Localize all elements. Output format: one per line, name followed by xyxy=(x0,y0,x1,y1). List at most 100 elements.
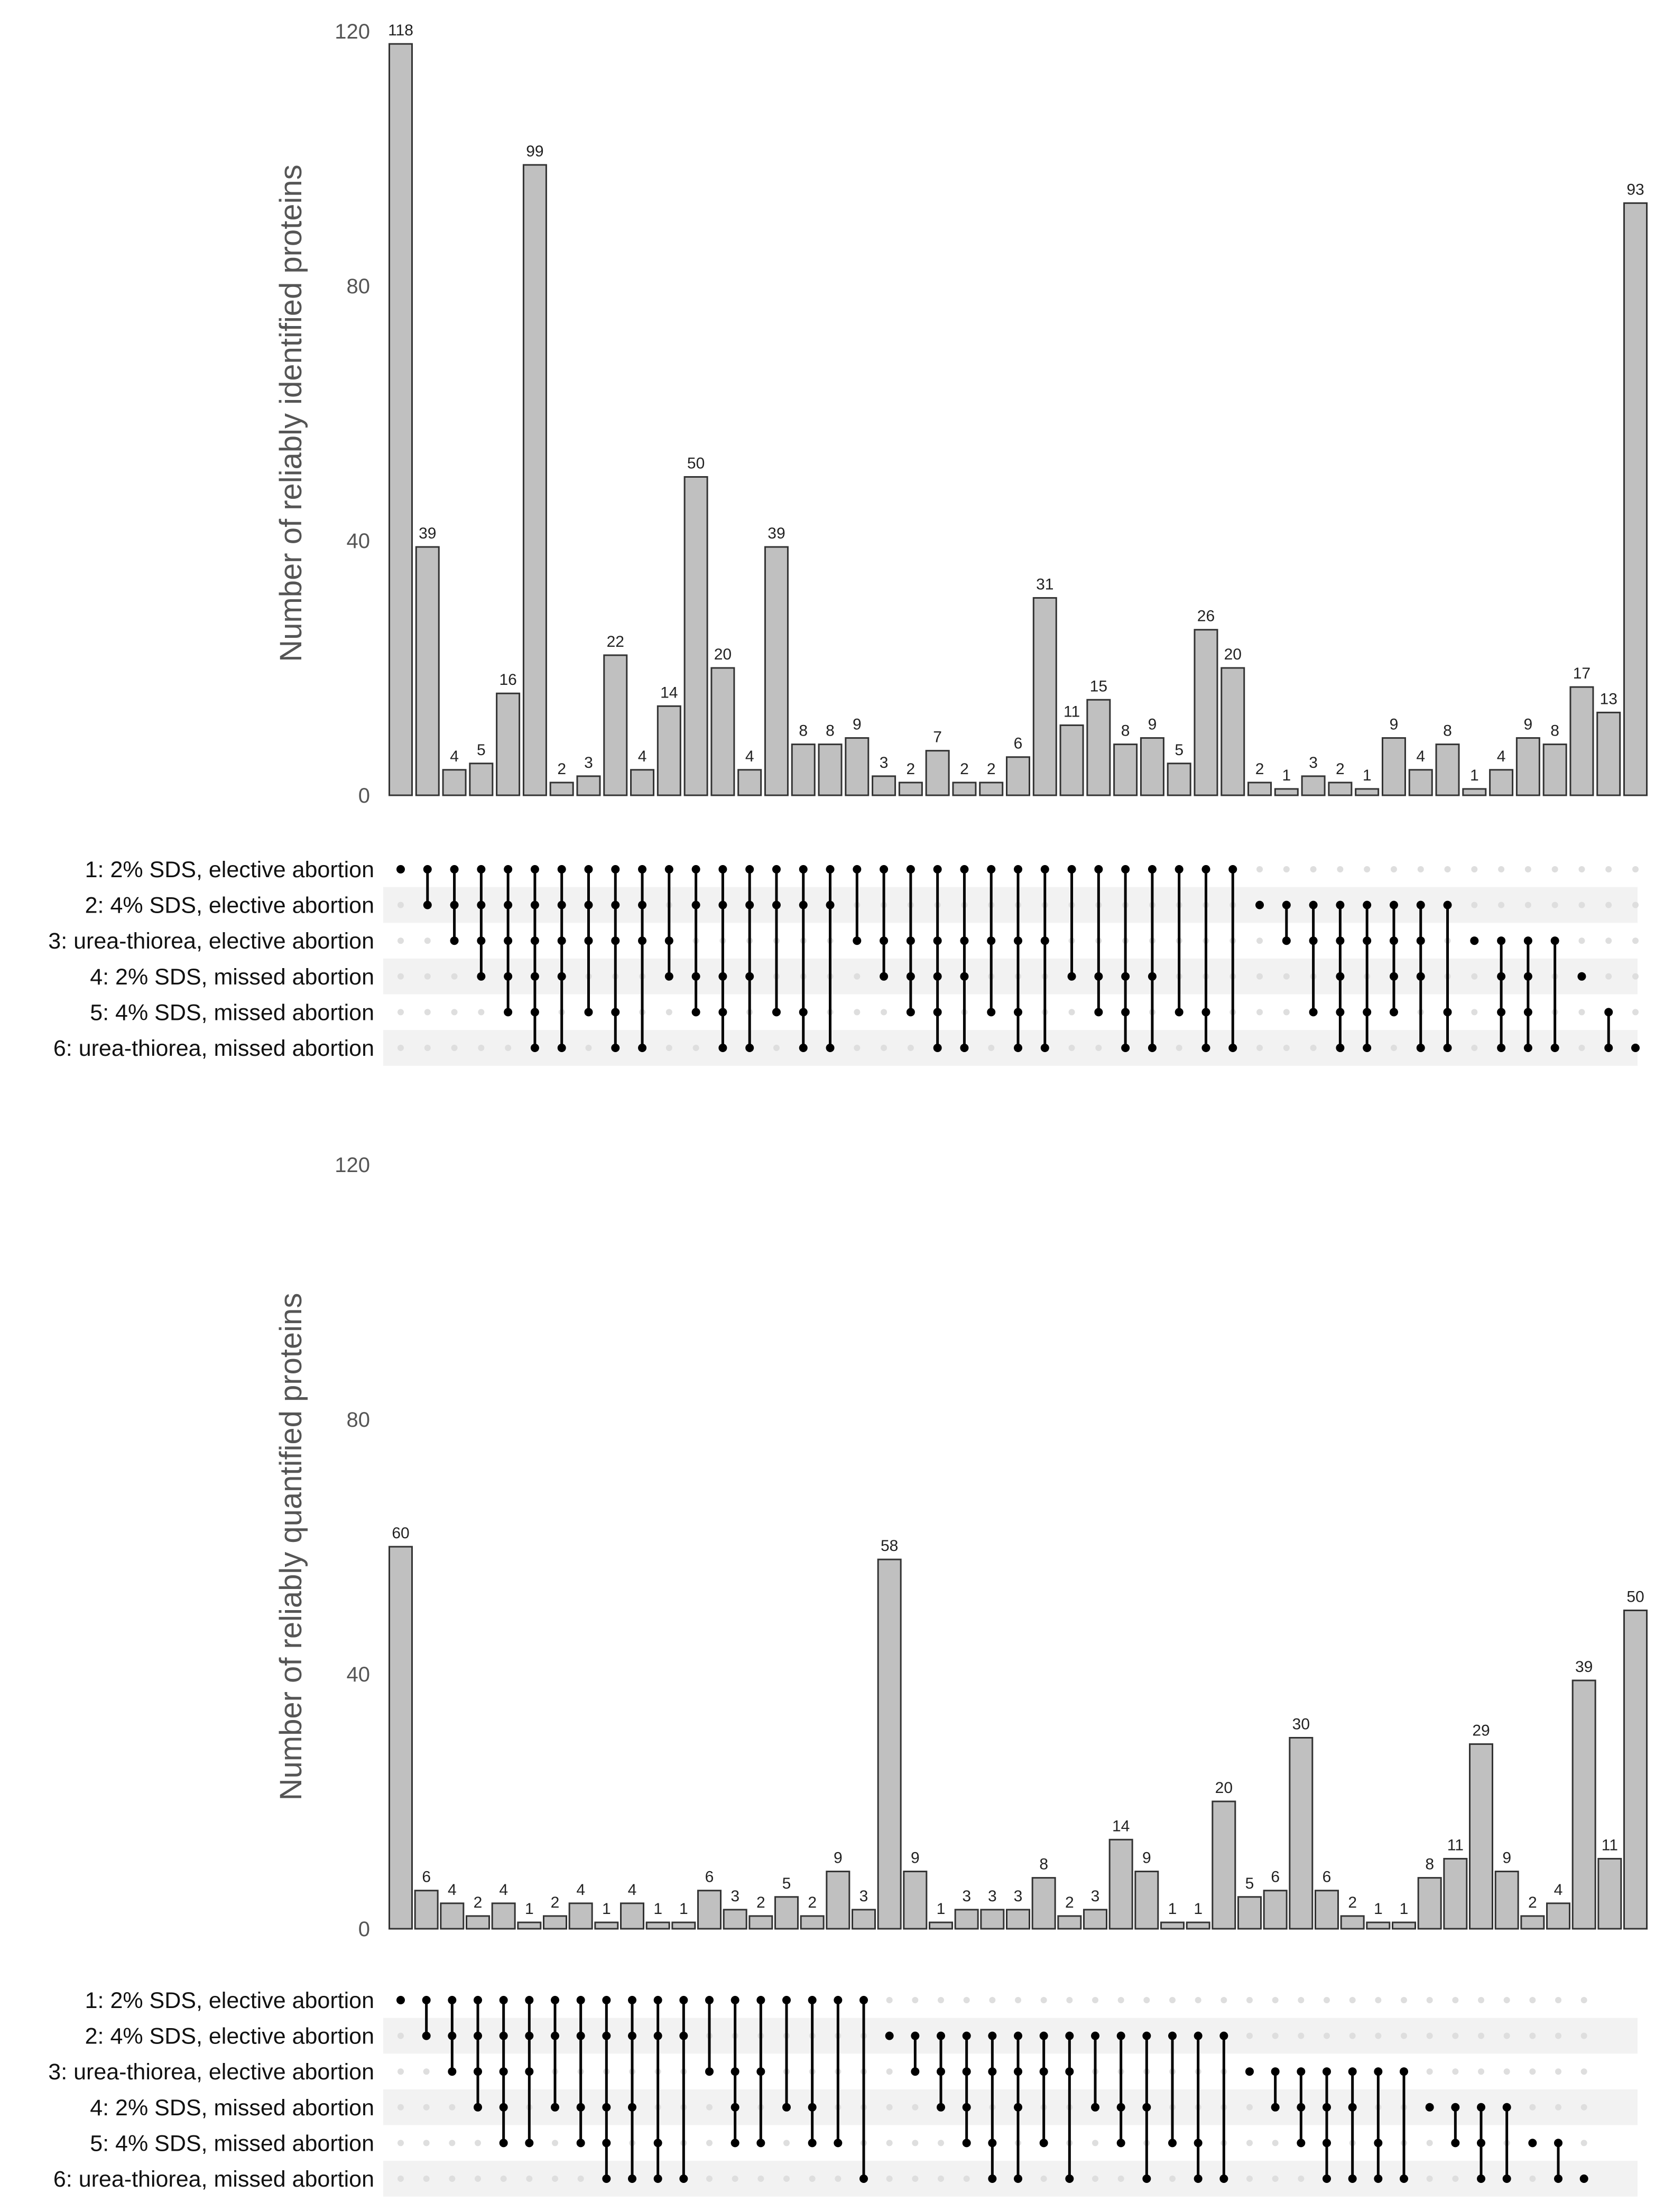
empty-dot xyxy=(1040,2176,1047,2182)
intersection-bar xyxy=(697,1890,722,1930)
empty-dot xyxy=(1524,901,1531,908)
intersection-bar xyxy=(1571,1679,1596,1930)
empty-dot xyxy=(1256,866,1263,872)
empty-dot xyxy=(397,2140,404,2146)
empty-dot xyxy=(552,2140,558,2146)
intersection-bar xyxy=(1160,1921,1185,1930)
bar-value-label: 11 xyxy=(1447,1836,1464,1854)
member-dot xyxy=(1528,2139,1537,2148)
intersection-bar xyxy=(748,1915,773,1930)
intersection-bar xyxy=(1108,1838,1133,1930)
empty-dot xyxy=(1471,973,1478,980)
intersection-bar xyxy=(1263,1890,1288,1930)
empty-dot xyxy=(881,1009,887,1016)
empty-dot xyxy=(1478,2068,1484,2075)
intersection-bar xyxy=(414,1890,439,1930)
empty-dot xyxy=(1426,1997,1433,2003)
bar-value-label: 4 xyxy=(628,1881,637,1899)
bar-value-label: 31 xyxy=(1036,575,1053,593)
intersection-bar xyxy=(1167,763,1191,796)
bar-value-label: 3 xyxy=(1309,754,1318,772)
empty-dot xyxy=(963,2176,970,2182)
intersection-bar xyxy=(440,1902,465,1930)
intersection-bar xyxy=(568,1902,593,1930)
intersection-bar xyxy=(1520,1915,1545,1930)
intersection-bar xyxy=(903,1871,928,1930)
empty-dot xyxy=(1529,2068,1536,2075)
bar-value-label: 1 xyxy=(1470,767,1479,784)
empty-dot xyxy=(1256,973,1263,980)
member-dot xyxy=(1245,2067,1254,2076)
member-dot xyxy=(1579,2174,1588,2183)
intersection-bar xyxy=(1443,1857,1468,1930)
bar-value-label: 2 xyxy=(907,760,916,778)
bar-value-label: 6 xyxy=(1014,735,1023,752)
intersection-bar xyxy=(1086,699,1111,796)
empty-dot xyxy=(397,937,404,944)
bar-value-label: 2 xyxy=(1528,1894,1537,1911)
bar-value-label: 16 xyxy=(499,671,516,689)
empty-dot xyxy=(783,2176,790,2182)
member-dot xyxy=(885,2031,894,2040)
intersection-bar xyxy=(1083,1909,1107,1930)
empty-dot xyxy=(732,2176,738,2182)
intersection-bar xyxy=(549,782,574,796)
empty-dot xyxy=(397,2104,404,2111)
bar-value-label: 8 xyxy=(1550,722,1559,740)
intersection-bar xyxy=(737,769,762,796)
intersection-bar xyxy=(800,1915,825,1930)
empty-dot xyxy=(1605,937,1612,944)
empty-dot xyxy=(397,2068,404,2075)
empty-dot xyxy=(1632,937,1639,944)
bar-value-label: 50 xyxy=(1626,1588,1644,1606)
empty-dot xyxy=(886,2176,893,2182)
intersection-bar xyxy=(645,1921,670,1930)
empty-dot xyxy=(1551,866,1558,872)
intersection-bar xyxy=(1546,1902,1570,1930)
bar-value-label: 9 xyxy=(1390,716,1399,733)
empty-dot xyxy=(963,1997,970,2003)
intersection-bar xyxy=(1489,769,1514,796)
empty-dot xyxy=(1498,901,1505,908)
intersection-bar xyxy=(877,1558,902,1930)
bar-value-label: 5 xyxy=(477,741,486,759)
bar-value-label: 93 xyxy=(1626,181,1644,198)
intersection-bar xyxy=(1462,788,1487,796)
empty-dot xyxy=(1272,2140,1279,2146)
empty-dot xyxy=(1283,1009,1290,1016)
empty-dot xyxy=(757,2176,764,2182)
empty-dot xyxy=(397,2032,404,2039)
empty-dot xyxy=(1195,1997,1201,2003)
bar-value-label: 39 xyxy=(768,525,785,542)
intersection-bar xyxy=(466,1915,490,1930)
empty-dot xyxy=(1529,1997,1536,2003)
empty-dot xyxy=(886,1997,893,2003)
intersection-bar xyxy=(1032,597,1057,796)
empty-dot xyxy=(989,1997,996,2003)
empty-dot xyxy=(1015,1997,1021,2003)
empty-dot xyxy=(451,1045,458,1051)
empty-dot xyxy=(1578,866,1585,872)
intersection-bar xyxy=(774,1896,799,1930)
bar-value-label: 9 xyxy=(911,1849,920,1867)
intersection-bar xyxy=(1194,629,1218,796)
intersection-bar xyxy=(594,1921,619,1930)
empty-dot xyxy=(423,2176,430,2182)
intersection-bar xyxy=(496,692,521,796)
empty-dot xyxy=(577,2176,584,2182)
empty-dot xyxy=(1298,2176,1305,2182)
empty-dot xyxy=(1310,1045,1317,1051)
bar-value-label: 11 xyxy=(1602,1836,1618,1854)
bar-value-label: 1 xyxy=(602,1900,611,1918)
empty-dot xyxy=(809,2176,816,2182)
bar-value-label: 6 xyxy=(422,1869,431,1886)
empty-dot xyxy=(692,1045,699,1051)
empty-dot xyxy=(505,1045,512,1051)
intersection-bar xyxy=(1417,1877,1442,1930)
empty-dot xyxy=(449,2140,456,2146)
matrix-row-band xyxy=(383,2018,1638,2054)
bar-value-label: 8 xyxy=(826,722,835,740)
intersection-bar xyxy=(491,1902,516,1930)
